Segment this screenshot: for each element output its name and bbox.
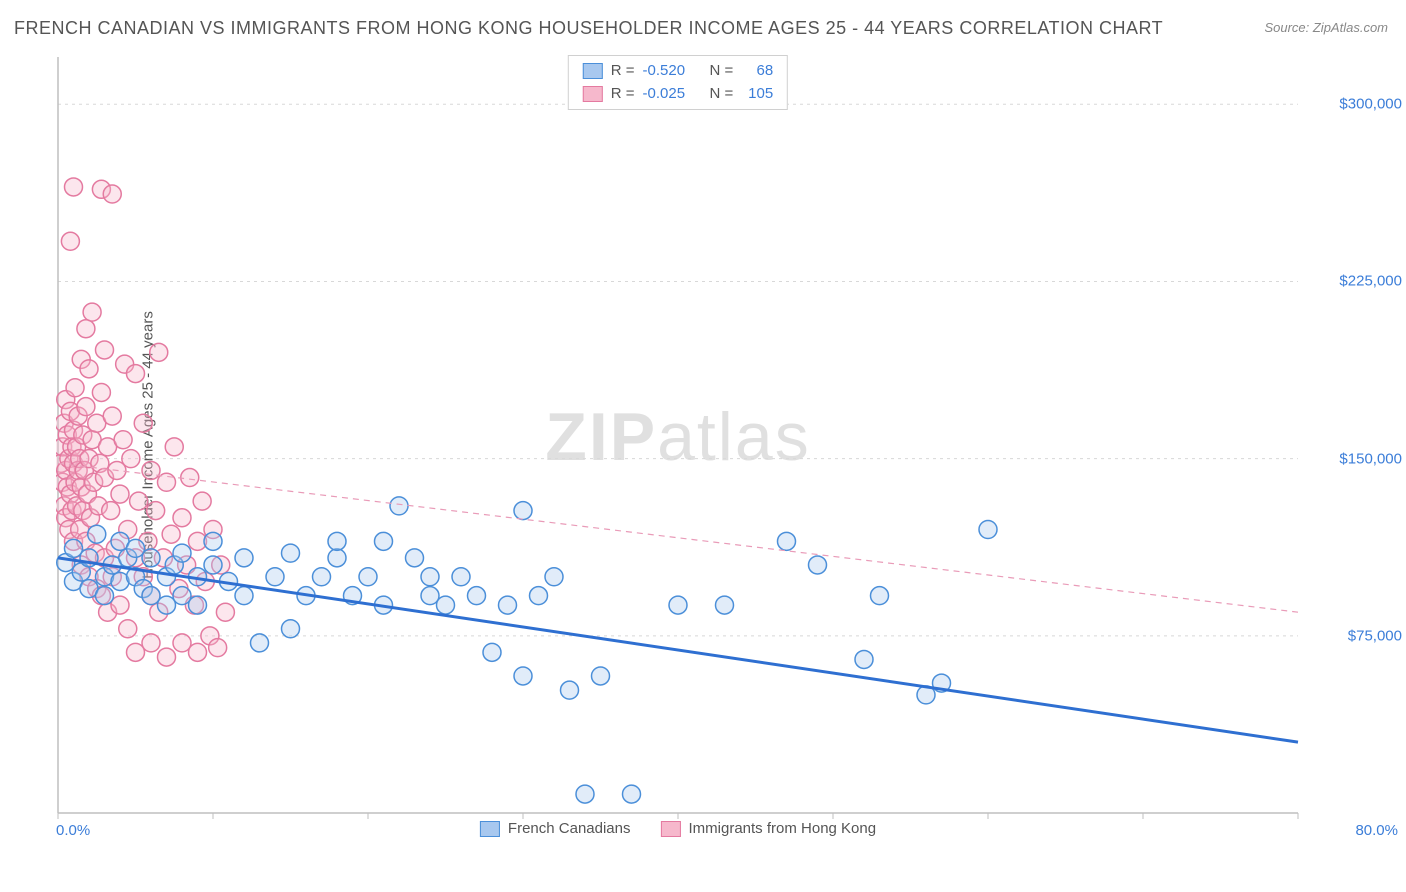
legend-stats: R = -0.520 N = 68 R = -0.025 N = 105 <box>568 55 788 110</box>
n-value-2: 105 <box>741 83 773 106</box>
r-value-2: -0.025 <box>643 83 686 106</box>
plot-area: Householder Income Ages 25 - 44 years ZI… <box>56 55 1300 835</box>
scatter-plot-svg <box>56 55 1300 835</box>
chart-title: FRENCH CANADIAN VS IMMIGRANTS FROM HONG … <box>14 18 1163 39</box>
legend-stats-row-1: R = -0.520 N = 68 <box>583 60 773 83</box>
n-value-1: 68 <box>741 60 773 83</box>
x-tick-min: 0.0% <box>56 822 90 839</box>
y-tick-label: $225,000 <box>1339 273 1402 290</box>
legend-label-1: French Canadians <box>508 820 631 837</box>
y-tick-label: $300,000 <box>1339 96 1402 113</box>
swatch-bottom-1 <box>480 821 500 837</box>
legend-item-1: French Canadians <box>480 820 631 837</box>
y-tick-label: $75,000 <box>1348 627 1402 644</box>
swatch-series-2 <box>583 86 603 102</box>
x-tick-max: 80.0% <box>1355 822 1398 839</box>
swatch-series-1 <box>583 63 603 79</box>
legend-stats-row-2: R = -0.025 N = 105 <box>583 83 773 106</box>
legend-label-2: Immigrants from Hong Kong <box>689 820 877 837</box>
legend-item-2: Immigrants from Hong Kong <box>661 820 877 837</box>
source-attribution: Source: ZipAtlas.com <box>1264 20 1388 35</box>
swatch-bottom-2 <box>661 821 681 837</box>
legend-series: French Canadians Immigrants from Hong Ko… <box>480 820 876 837</box>
correlation-chart: FRENCH CANADIAN VS IMMIGRANTS FROM HONG … <box>0 0 1406 892</box>
y-tick-label: $150,000 <box>1339 450 1402 467</box>
r-value-1: -0.520 <box>643 60 686 83</box>
